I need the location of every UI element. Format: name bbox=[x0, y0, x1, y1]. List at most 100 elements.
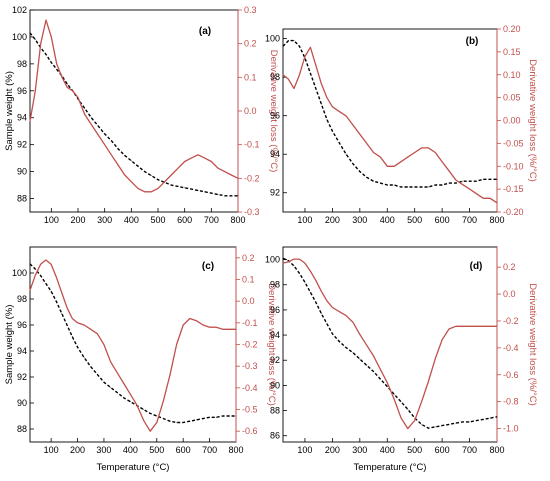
weight-point bbox=[197, 190, 199, 191]
weight-point bbox=[217, 194, 219, 195]
derivative-point bbox=[182, 324, 184, 326]
weight-point bbox=[96, 374, 98, 375]
weight-point bbox=[421, 423, 422, 425]
derivative-series-line bbox=[29, 19, 239, 193]
y-left-tick-label: 98 bbox=[17, 294, 27, 304]
derivative-point bbox=[209, 326, 210, 328]
derivative-point bbox=[117, 164, 119, 166]
y-left-tick-label: 98 bbox=[270, 280, 280, 290]
y-right-tick-label: -0.2 bbox=[244, 173, 260, 183]
derivative-point bbox=[90, 328, 92, 330]
y-right-axis-title: Derivative weight loss (%/°C) bbox=[266, 283, 277, 406]
weight-point bbox=[124, 155, 126, 156]
weight-point bbox=[66, 324, 68, 326]
weight-point bbox=[462, 180, 464, 182]
derivative-point bbox=[331, 307, 333, 308]
y-right-tick-label: 0.0 bbox=[242, 296, 255, 306]
derivative-point bbox=[282, 74, 284, 76]
derivative-point bbox=[176, 344, 177, 345]
derivative-point bbox=[103, 344, 105, 345]
derivative-point bbox=[61, 292, 63, 293]
weight-point bbox=[103, 381, 105, 383]
weight-point bbox=[462, 421, 464, 423]
derivative-point bbox=[217, 167, 219, 169]
weight-point bbox=[83, 357, 85, 358]
derivative-point bbox=[379, 156, 381, 158]
weight-point bbox=[321, 103, 322, 105]
derivative-series-line bbox=[282, 258, 497, 430]
weight-point bbox=[45, 54, 47, 55]
weight-point bbox=[104, 133, 106, 135]
y-left-tick-label: 86 bbox=[270, 431, 280, 441]
y-left-tick-label: 96 bbox=[270, 111, 280, 121]
y-right-tick-label: 0.0 bbox=[503, 289, 516, 299]
weight-point bbox=[434, 426, 436, 428]
weight-point bbox=[189, 420, 191, 422]
derivative-point bbox=[96, 333, 98, 335]
derivative-point bbox=[56, 276, 57, 278]
weight-point bbox=[310, 72, 311, 74]
weight-point bbox=[116, 392, 118, 393]
weight-point bbox=[476, 420, 477, 422]
weight-point bbox=[224, 195, 226, 197]
derivative-point bbox=[190, 157, 192, 159]
x-tick-label: 200 bbox=[325, 215, 340, 225]
panel-tag: (b) bbox=[466, 36, 479, 47]
weight-point bbox=[230, 195, 232, 197]
weight-point bbox=[489, 178, 491, 180]
derivative-point bbox=[489, 197, 491, 199]
x-tick-label: 800 bbox=[230, 215, 245, 225]
weight-point bbox=[407, 186, 409, 188]
weight-point bbox=[235, 415, 237, 417]
derivative-point bbox=[97, 134, 99, 135]
x-tick-label: 600 bbox=[435, 445, 450, 455]
y-left-tick-label: 88 bbox=[17, 424, 27, 434]
y-right-tick-label: -0.20 bbox=[503, 207, 524, 217]
derivative-point bbox=[228, 328, 230, 330]
y-left-tick-label: 102 bbox=[12, 5, 27, 15]
weight-point bbox=[144, 171, 146, 173]
weight-point bbox=[338, 142, 340, 144]
y-right-tick-label: -0.5 bbox=[242, 405, 258, 415]
derivative-point bbox=[215, 326, 217, 328]
weight-point bbox=[496, 416, 498, 418]
y-left-tick-label: 90 bbox=[17, 167, 27, 177]
y-right-tick-label: 0.10 bbox=[503, 70, 521, 80]
y-right-tick-label: 0.0 bbox=[244, 106, 257, 116]
derivative-point bbox=[338, 110, 340, 112]
derivative-point bbox=[137, 188, 139, 189]
weight-point bbox=[421, 186, 422, 188]
panel-b: 100 200 300 400 500 600 700 800 92 94 96 98 100 -0.20… bbox=[265, 24, 538, 225]
panel-d: 100 200 300 400 500 600 700 800 86 88 90 92 94 96 98 10… bbox=[265, 246, 538, 473]
weight-point bbox=[400, 401, 402, 403]
weight-point bbox=[386, 184, 388, 186]
y-left-tick-label: 96 bbox=[270, 305, 280, 315]
x-tick-label: 400 bbox=[124, 215, 139, 225]
weight-point bbox=[366, 364, 368, 366]
derivative-point bbox=[345, 315, 347, 316]
derivative-point bbox=[455, 179, 457, 181]
weight-point bbox=[448, 423, 450, 425]
weight-point bbox=[137, 165, 139, 167]
y-left-tick-label: 90 bbox=[17, 398, 27, 408]
y-right-tick-label: 0.1 bbox=[242, 275, 255, 285]
weight-point bbox=[150, 175, 152, 177]
weight-point bbox=[386, 386, 388, 388]
weight-point bbox=[50, 290, 52, 292]
derivative-point bbox=[386, 165, 388, 167]
weight-point bbox=[482, 178, 484, 180]
derivative-point bbox=[304, 262, 306, 264]
y-right-tick-label: 0.1 bbox=[244, 72, 257, 82]
weight-point bbox=[441, 425, 443, 427]
y-left-tick-label: 94 bbox=[17, 113, 27, 123]
derivative-point bbox=[230, 174, 232, 176]
plot-frame bbox=[29, 9, 239, 213]
derivative-point bbox=[61, 76, 63, 78]
weight-point bbox=[293, 40, 295, 41]
y-left-tick-label: 88 bbox=[17, 194, 27, 204]
derivative-point bbox=[83, 324, 85, 326]
derivative-point bbox=[400, 161, 402, 163]
y-right-tick-label: -0.1 bbox=[242, 318, 258, 328]
derivative-point bbox=[476, 325, 477, 327]
